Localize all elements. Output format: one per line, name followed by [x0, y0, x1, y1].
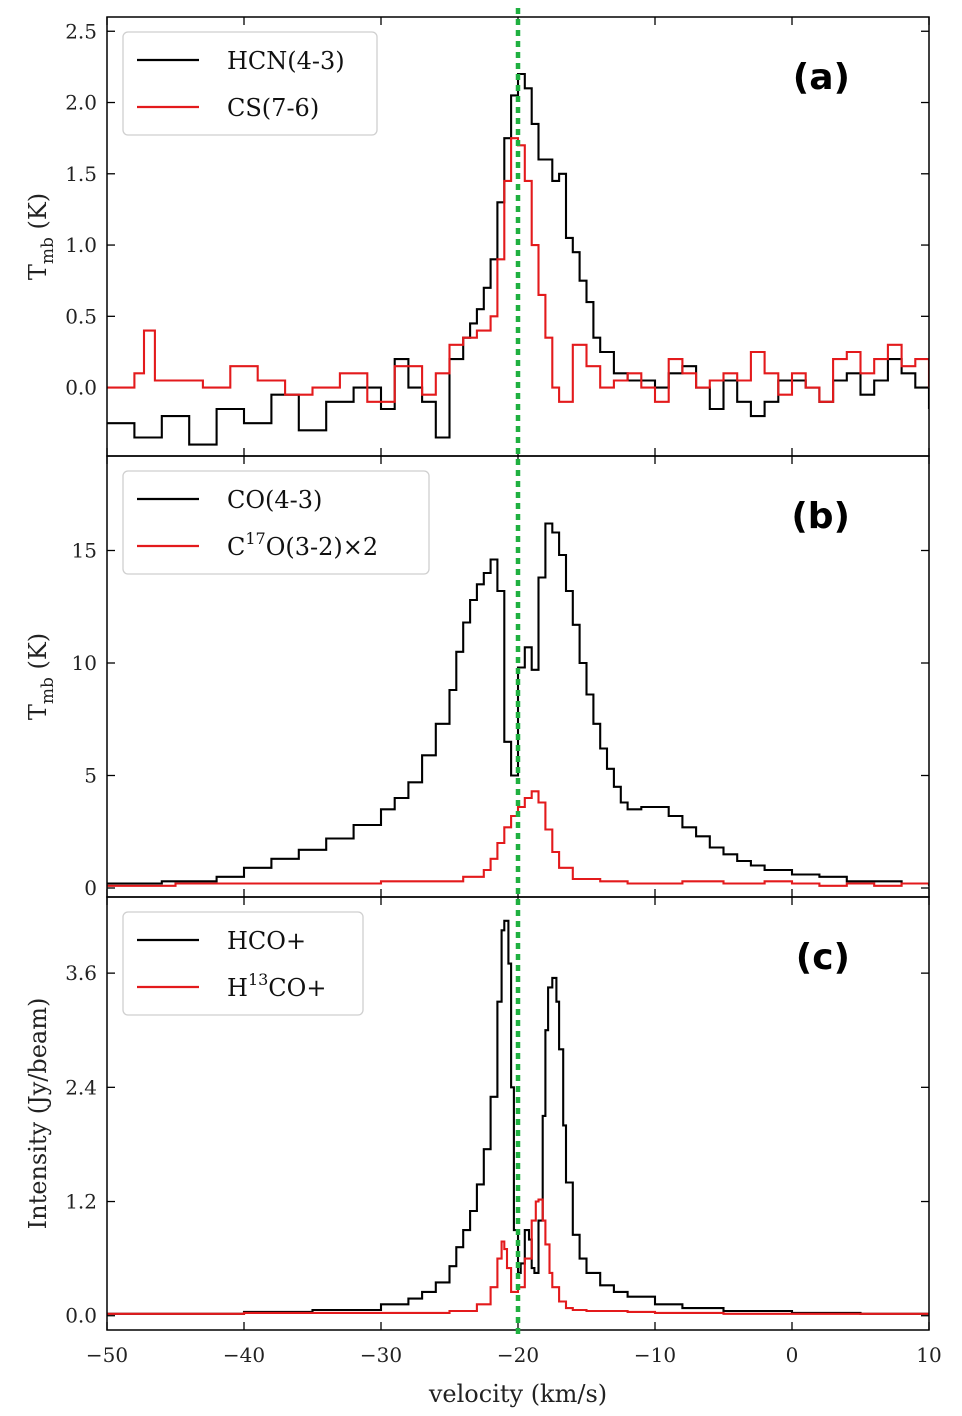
- legend-label: H13CO+: [227, 970, 326, 1002]
- y-tick-label: 2.4: [65, 1075, 97, 1099]
- y-axis-title-tail: (K): [24, 633, 52, 677]
- legend-label: C17O(3-2)×2: [227, 529, 378, 561]
- y-tick-label: 0.0: [65, 376, 97, 400]
- y-axis-title-sub: mb: [38, 237, 58, 264]
- x-tick-label: 0: [786, 1343, 799, 1367]
- legend-label: HCO+: [227, 927, 306, 955]
- x-tick-label: −40: [223, 1343, 265, 1367]
- y-tick-label: 0: [84, 876, 97, 900]
- series-group: [107, 919, 929, 1315]
- series-line-cs-7-6-: [107, 137, 929, 403]
- y-axis-title: Tmb (K): [24, 633, 58, 720]
- series-group: [107, 72, 929, 446]
- y-axis-title-sub: mb: [38, 677, 58, 704]
- y-tick-label: 15: [72, 539, 97, 563]
- x-tick-label: −50: [86, 1343, 128, 1367]
- y-tick-label: 2.5: [65, 19, 97, 43]
- legend-label-main: HCN(4-3): [227, 47, 345, 75]
- y-tick-label: 10: [72, 651, 97, 675]
- legend-label: CS(7-6): [227, 94, 319, 122]
- legend-label-main: C: [227, 533, 245, 561]
- y-axis-title-tail: (K): [24, 193, 52, 237]
- legend-label-sup: 13: [248, 970, 268, 989]
- series-line-h13co-: [107, 1198, 929, 1315]
- panel-tag: (a): [793, 57, 850, 98]
- y-tick-label: 1.5: [65, 162, 97, 186]
- legend-label: CO(4-3): [227, 486, 322, 514]
- panel-1: 0 5 10 15 Tmb (K) CO(4-3) C17O(3-2)×2 (b): [24, 455, 930, 900]
- y-tick-label: 0.0: [65, 1304, 97, 1328]
- legend: HCN(4-3) CS(7-6): [122, 31, 378, 136]
- legend-label: HCN(4-3): [227, 47, 345, 75]
- legend-label-tail: O(3-2)×2: [266, 533, 378, 561]
- x-tick-label: −20: [497, 1343, 539, 1367]
- panel-0: 0.0 0.5 1.0 1.5 2.0 2.5 Tmb (K) HCN(4-3) CS(7-6)…: [24, 16, 930, 457]
- y-axis-title: Intensity (Jy/beam): [24, 998, 52, 1230]
- series-line-hcn-4-3-: [107, 72, 929, 446]
- x-tick-label: 10: [916, 1343, 941, 1367]
- y-tick-label: 1.0: [65, 233, 97, 257]
- x-axis: −50 −40 −30 −20 −10 0 10 velocity (km/s): [86, 1343, 942, 1408]
- y-tick-label: 2.0: [65, 91, 97, 115]
- y-tick-label: 5: [84, 764, 97, 788]
- panel-tag: (c): [796, 937, 850, 978]
- legend-label-main: CO(4-3): [227, 486, 322, 514]
- panels: 0.0 0.5 1.0 1.5 2.0 2.5 Tmb (K) HCN(4-3) CS(7-6)…: [24, 16, 930, 1331]
- legend: CO(4-3) C17O(3-2)×2: [122, 470, 430, 575]
- legend-label-main: HCO+: [227, 927, 306, 955]
- series-line-hco-: [107, 919, 929, 1315]
- series-line-c17o-3-2-x2: [107, 790, 929, 887]
- legend-label-sup: 17: [245, 529, 265, 548]
- legend-box: [122, 31, 378, 136]
- legend-box: [122, 470, 430, 575]
- panel-tag: (b): [791, 496, 850, 537]
- series-group: [107, 522, 929, 887]
- x-tick-label: −10: [634, 1343, 676, 1367]
- legend-box: [122, 911, 364, 1016]
- legend-label-main: CS(7-6): [227, 94, 319, 122]
- legend: HCO+H13CO+: [122, 911, 364, 1016]
- y-axis-title-main: Intensity (Jy/beam): [24, 998, 52, 1230]
- y-axis-title-main: T: [24, 264, 52, 280]
- y-axis-title-main: T: [24, 704, 52, 720]
- legend-label-tail: CO+: [268, 974, 326, 1002]
- y-tick-label: 1.2: [65, 1190, 97, 1214]
- legend-label-main: H: [227, 974, 248, 1002]
- x-axis-title: velocity (km/s): [428, 1380, 607, 1408]
- y-axis-title: Tmb (K): [24, 193, 58, 280]
- y-tick-label: 3.6: [65, 961, 97, 985]
- y-tick-label: 0.5: [65, 304, 97, 328]
- x-tick-label: −30: [360, 1343, 402, 1367]
- series-line-co-4-3-: [107, 522, 929, 886]
